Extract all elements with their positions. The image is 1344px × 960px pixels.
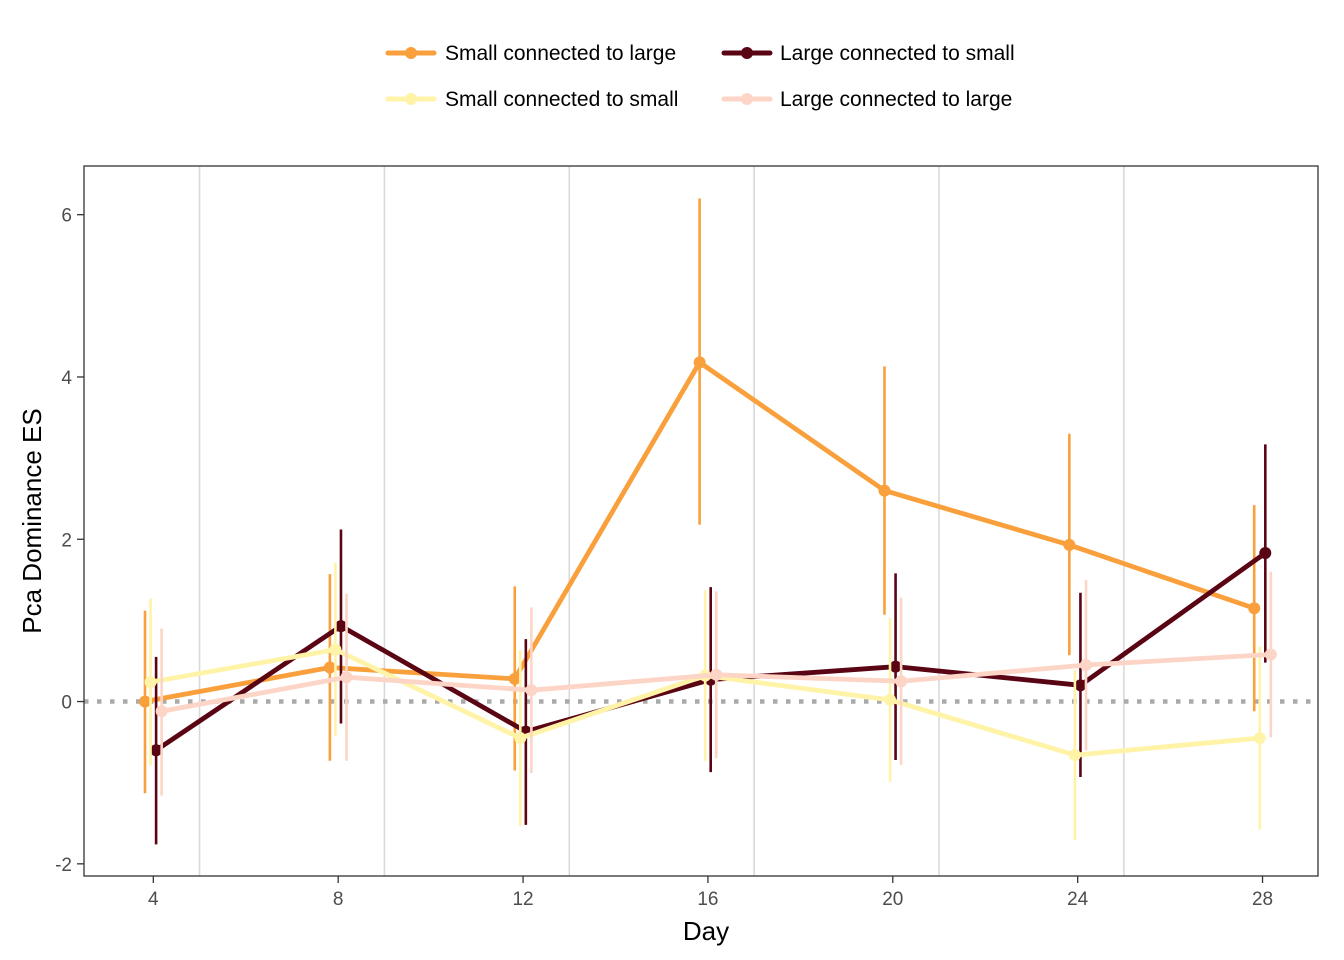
- data-point: [1253, 732, 1266, 745]
- legend-item: Small connected to large: [385, 42, 676, 65]
- data-point: [884, 693, 897, 706]
- legend-label: Small connected to small: [445, 88, 678, 111]
- data-point: [334, 620, 347, 633]
- data-point: [1063, 538, 1076, 551]
- data-point: [508, 672, 521, 685]
- x-tick-label: 24: [1067, 889, 1089, 910]
- legend-swatch-marker: [741, 47, 753, 59]
- data-point: [155, 705, 168, 718]
- data-point: [144, 676, 157, 689]
- plot-panel-border: [83, 165, 1319, 877]
- legend-swatch-marker: [405, 47, 417, 59]
- data-point: [340, 671, 353, 684]
- data-point: [878, 484, 891, 497]
- series-group: [150, 444, 1272, 845]
- x-tick-label: 28: [1252, 889, 1273, 910]
- legend-item: Large connected to large: [721, 88, 1012, 111]
- day-separators: [198, 166, 1125, 876]
- data-point: [1259, 547, 1272, 560]
- data-point: [514, 732, 527, 745]
- data-point: [1079, 659, 1092, 672]
- data-point: [1264, 648, 1277, 661]
- y-tick-label: -2: [55, 855, 72, 876]
- y-tick-label: 0: [61, 693, 72, 714]
- data-point: [323, 661, 336, 674]
- data-point: [329, 643, 342, 656]
- y-tick-label: 6: [61, 206, 72, 227]
- data-point: [895, 675, 908, 688]
- legend-swatch-marker: [741, 93, 753, 105]
- x-axis-title: Day: [683, 916, 729, 946]
- panel-border-rect: [83, 165, 1319, 877]
- legend-swatch-marker: [405, 93, 417, 105]
- x-tick-label: 16: [697, 889, 718, 910]
- data-point: [889, 660, 902, 673]
- data-point: [150, 744, 163, 757]
- legend-label: Small connected to large: [445, 42, 676, 65]
- data-point: [1074, 679, 1087, 692]
- panel-background-rect: [84, 166, 1318, 876]
- x-tick-label: 20: [882, 889, 903, 910]
- legend-item: Large connected to small: [721, 42, 1015, 65]
- y-tick-label: 2: [61, 530, 72, 551]
- data-point: [693, 356, 706, 369]
- x-tick-label: 12: [512, 889, 533, 910]
- legend-label: Large connected to small: [780, 42, 1015, 65]
- legend-label: Large connected to large: [780, 88, 1012, 111]
- series-group: [155, 571, 1277, 796]
- data-point: [1068, 749, 1081, 762]
- series-layer: [139, 198, 1277, 845]
- legend-item: Small connected to small: [385, 88, 678, 111]
- x-tick-label: 8: [333, 889, 344, 910]
- plot-panel-background: [84, 166, 1318, 876]
- legend: Small connected to large Large connected…: [385, 42, 1015, 111]
- data-point: [710, 668, 723, 681]
- x-axis: 4 8 12 16 20 24 28: [148, 876, 1273, 910]
- data-point: [139, 695, 152, 708]
- x-tick-label: 4: [148, 889, 159, 910]
- y-axis-title: Pca Dominance ES: [17, 408, 47, 633]
- data-point: [525, 684, 538, 697]
- y-tick-label: 4: [61, 368, 72, 389]
- y-axis: -2 0 2 4 6: [55, 206, 84, 876]
- data-point: [1248, 602, 1261, 615]
